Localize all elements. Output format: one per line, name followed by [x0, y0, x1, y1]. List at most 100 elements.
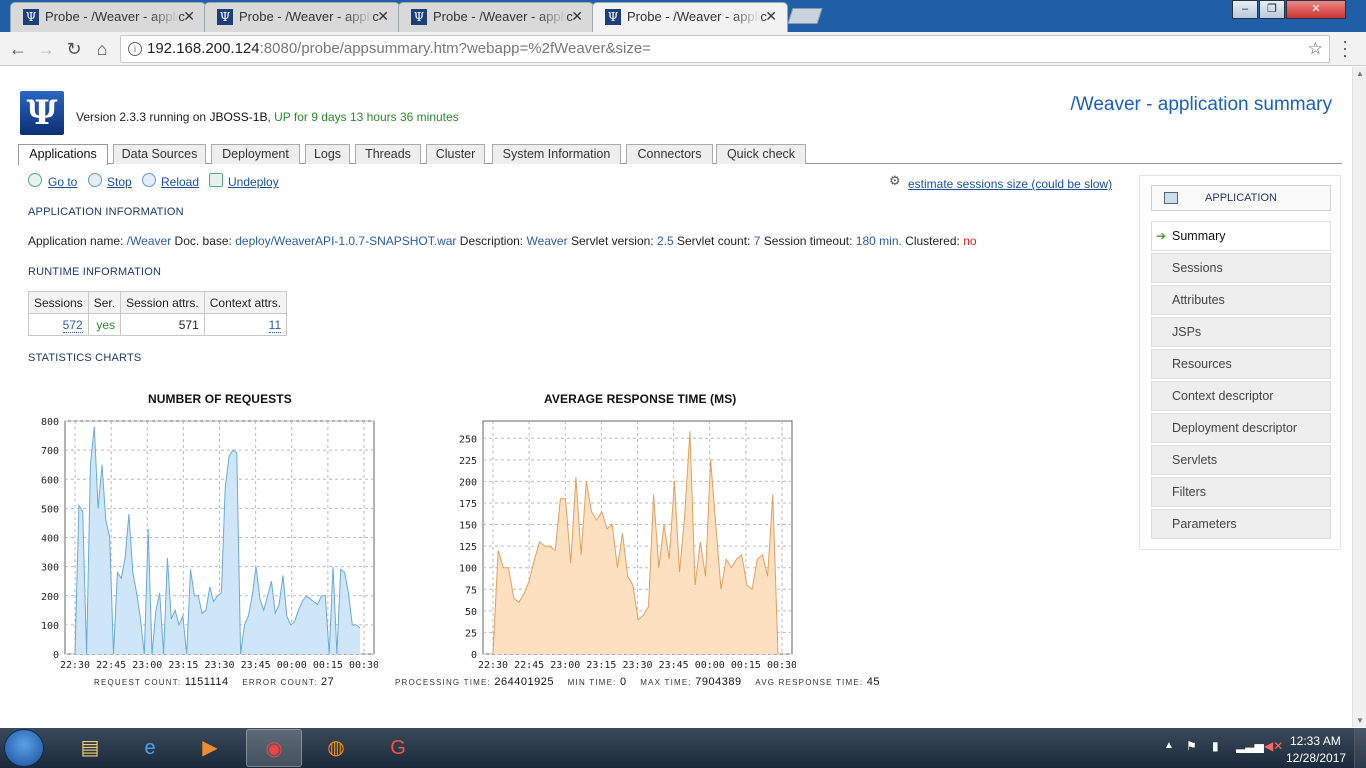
tab-logs[interactable]: Logs [305, 144, 350, 164]
tab-threads[interactable]: Threads [355, 144, 421, 164]
goto-link[interactable]: Go to [48, 175, 78, 189]
stop-icon[interactable] [88, 173, 102, 187]
signal-icon[interactable]: ▂▃▅ [1236, 739, 1264, 753]
y-tick-label: 600 [41, 475, 59, 486]
minimize-button[interactable]: – [1232, 0, 1258, 19]
page-scrollbar[interactable]: ▲ ▼ [1352, 67, 1366, 727]
flag-icon[interactable]: ⚑ [1186, 739, 1197, 753]
firefox-icon[interactable]: ◍ [327, 737, 345, 759]
scroll-down-icon[interactable]: ▼ [1356, 716, 1364, 725]
y-tick-label: 25 [465, 628, 477, 639]
x-tick-label: 00:15 [313, 660, 343, 671]
home-icon[interactable]: ⌂ [96, 39, 108, 59]
browser-menu-icon[interactable]: · · · [1342, 31, 1348, 65]
browser-tab-4[interactable]: Ψ Probe - /Weaver - applic ✕ [592, 2, 788, 32]
new-tab-button[interactable] [787, 8, 823, 24]
runtime-information-heading: RUNTIME INFORMATION [28, 266, 162, 278]
chrome-icon[interactable]: ◉ [246, 729, 302, 767]
tab-data-sources[interactable]: Data Sources [113, 144, 206, 164]
x-tick-label: 22:30 [60, 660, 90, 671]
browser-tab-2[interactable]: Ψ Probe - /Weaver - applic ✕ [204, 2, 400, 32]
show-hidden-icons-icon[interactable]: ▲ [1164, 740, 1174, 751]
browser-tab-1[interactable]: Ψ Probe - /Weaver - applic ✕ [10, 2, 206, 32]
tab-applications[interactable]: Applications [18, 144, 108, 165]
y-tick-label: 75 [465, 585, 477, 596]
context-attrs-link[interactable]: 11 [268, 317, 282, 333]
y-tick-label: 400 [41, 534, 59, 545]
application-sidebar: APPLICATION ➔ Summary Sessions Attributes… [1139, 175, 1341, 550]
tab-connectors[interactable]: Connectors [626, 144, 713, 164]
tab-quick-check[interactable]: Quick check [716, 144, 806, 164]
description: Weaver [526, 234, 568, 248]
sidebar-item-sessions[interactable]: Sessions [1151, 253, 1331, 283]
file-explorer-icon[interactable]: ▤ [80, 737, 100, 759]
forward-arrow-icon[interactable]: → [37, 39, 55, 59]
y-tick-label: 0 [471, 650, 477, 661]
sidebar-item-parameters[interactable]: Parameters [1151, 509, 1331, 539]
bookmark-star-icon[interactable]: ☆ [1307, 39, 1323, 58]
sidebar-item-context-descriptor[interactable]: Context descriptor [1151, 381, 1331, 411]
browser-tab-3[interactable]: Ψ Probe - /Weaver - applic ✕ [398, 2, 594, 32]
close-tab-icon[interactable]: ✕ [377, 8, 389, 24]
address-bar[interactable]: i 192.168.200.124:8080/probe/appsummary.… [120, 35, 1330, 63]
header-serializable: Ser. [87, 291, 122, 314]
x-tick-label: 00:15 [731, 660, 761, 671]
show-desktop-button[interactable] [1354, 728, 1366, 768]
x-tick-label: 23:15 [168, 660, 198, 671]
serializable-value: yes [87, 313, 122, 336]
x-tick-label: 23:45 [241, 660, 271, 671]
sessions-link[interactable]: 572 [62, 317, 83, 333]
y-tick-label: 250 [459, 434, 477, 445]
y-tick-label: 500 [41, 504, 59, 515]
gear-icon[interactable]: ⚙ [889, 173, 901, 188]
arrow-right-icon: ➔ [1156, 229, 1167, 243]
google-icon[interactable]: G [390, 737, 406, 759]
sidebar-item-resources[interactable]: Resources [1151, 349, 1331, 379]
processing-time: 264401925 [494, 676, 554, 688]
reload-icon[interactable] [142, 173, 156, 187]
browser-tab-strip: Ψ Probe - /Weaver - applic ✕ Ψ Probe - /… [0, 0, 1366, 32]
clock-date[interactable]: 12/28/2017 [1286, 751, 1347, 765]
scroll-up-icon[interactable]: ▲ [1356, 69, 1364, 78]
x-tick-label: 22:45 [96, 660, 126, 671]
close-tab-icon[interactable]: ✕ [571, 8, 583, 24]
media-player-icon[interactable]: ▶ [202, 737, 218, 759]
close-tab-icon[interactable]: ✕ [183, 8, 195, 24]
internet-explorer-icon[interactable]: e [144, 737, 156, 759]
estimate-sessions-link[interactable]: estimate sessions size (could be slow) [908, 177, 1113, 191]
session-attrs-value: 571 [120, 313, 205, 336]
sidebar-item-servlets[interactable]: Servlets [1151, 445, 1331, 475]
volume-muted-icon[interactable]: ◀✕ [1264, 739, 1284, 753]
x-tick-label: 00:30 [767, 660, 796, 671]
info-icon[interactable]: i [128, 42, 142, 56]
tab-cluster[interactable]: Cluster [426, 144, 485, 164]
undeploy-icon[interactable] [209, 173, 223, 187]
reload-icon[interactable]: ↻ [66, 39, 82, 59]
reload-link[interactable]: Reload [161, 175, 200, 189]
stop-link[interactable]: Stop [107, 175, 132, 189]
close-window-button[interactable]: ✕ [1286, 0, 1346, 19]
clock-time[interactable]: 12:33 AM [1290, 734, 1341, 748]
x-tick-label: 23:00 [132, 660, 162, 671]
sidebar-item-jsps[interactable]: JSPs [1151, 317, 1331, 347]
power-icon[interactable]: ▮ [1212, 739, 1219, 753]
series-area [493, 431, 778, 654]
start-button[interactable] [4, 729, 44, 767]
y-tick-label: 150 [459, 521, 477, 532]
sidebar-item-filters[interactable]: Filters [1151, 477, 1331, 507]
tab-system-information[interactable]: System Information [492, 144, 621, 164]
page-title: /Weaver - application summary [1070, 94, 1332, 115]
goto-icon[interactable] [28, 173, 42, 187]
sidebar-item-attributes[interactable]: Attributes [1151, 285, 1331, 315]
back-arrow-icon[interactable]: ← [9, 39, 27, 59]
x-tick-label: 23:00 [550, 660, 580, 671]
windows-taskbar: ▤ e ▶ ◉ ◍ G ▲ ⚑ ▮ ▂▃▅ ◀✕ 12:33 AM 12/28/… [0, 728, 1366, 768]
sidebar-item-deployment-descriptor[interactable]: Deployment descriptor [1151, 413, 1331, 443]
tab-deployment[interactable]: Deployment [211, 144, 300, 164]
undeploy-link[interactable]: Undeploy [228, 175, 279, 189]
sidebar-item-summary[interactable]: ➔ Summary [1151, 221, 1331, 251]
y-tick-label: 225 [459, 456, 477, 467]
restore-button[interactable]: ❐ [1259, 0, 1285, 19]
close-tab-icon[interactable]: ✕ [765, 8, 777, 24]
x-tick-label: 23:30 [622, 660, 652, 671]
